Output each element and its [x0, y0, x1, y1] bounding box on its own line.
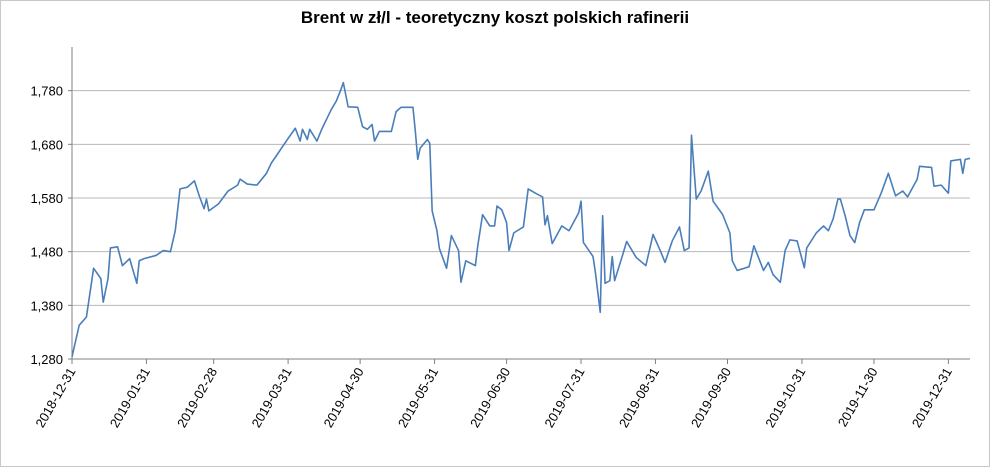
chart-title: Brent w zł/l - teoretyczny koszt polskic… [301, 8, 689, 27]
y-tick-label: 1,480 [30, 245, 63, 260]
x-tick-label: 2018-12-31 [32, 365, 78, 430]
y-tick-label: 1,780 [30, 84, 63, 99]
y-tick-label: 1,280 [30, 352, 63, 367]
x-tick-label: 2019-07-31 [541, 365, 587, 430]
y-tick-label: 1,680 [30, 137, 63, 152]
y-tick-label: 1,380 [30, 298, 63, 313]
x-tick-label: 2019-09-30 [688, 365, 734, 430]
x-tick-label: 2019-11-30 [835, 365, 881, 429]
x-tick-label: 2019-08-31 [616, 365, 662, 430]
x-tick-label: 2019-03-31 [248, 365, 294, 430]
x-tick-label: 2019-02-28 [174, 365, 220, 430]
y-tick-label: 1,580 [30, 191, 63, 206]
x-tick-label: 2019-04-30 [320, 365, 366, 430]
data-line [71, 81, 971, 358]
x-tick-label: 2019-06-30 [467, 365, 513, 430]
x-tick-label: 2019-10-31 [762, 365, 808, 430]
x-tick-label: 2019-12-31 [909, 365, 955, 430]
x-tick-label: 2019-05-31 [395, 365, 441, 430]
x-tick-label: 2019-01-31 [107, 365, 153, 430]
